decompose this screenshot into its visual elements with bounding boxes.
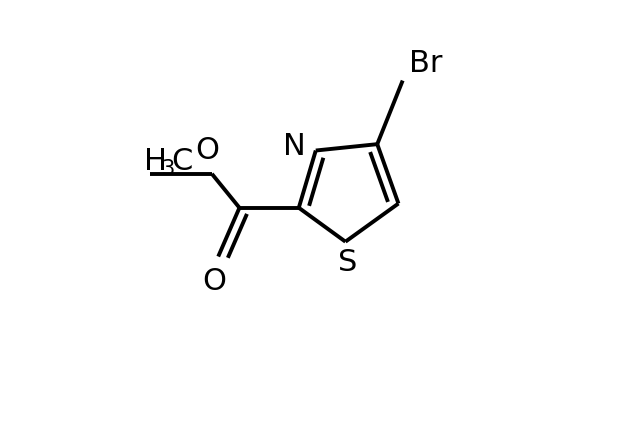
- Text: O: O: [196, 136, 220, 165]
- Text: S: S: [338, 248, 357, 277]
- Text: O: O: [202, 267, 226, 296]
- Text: H: H: [144, 147, 167, 176]
- Text: N: N: [283, 132, 306, 161]
- Text: 3: 3: [162, 159, 175, 179]
- Text: C: C: [172, 147, 193, 176]
- Text: Br: Br: [409, 49, 443, 78]
